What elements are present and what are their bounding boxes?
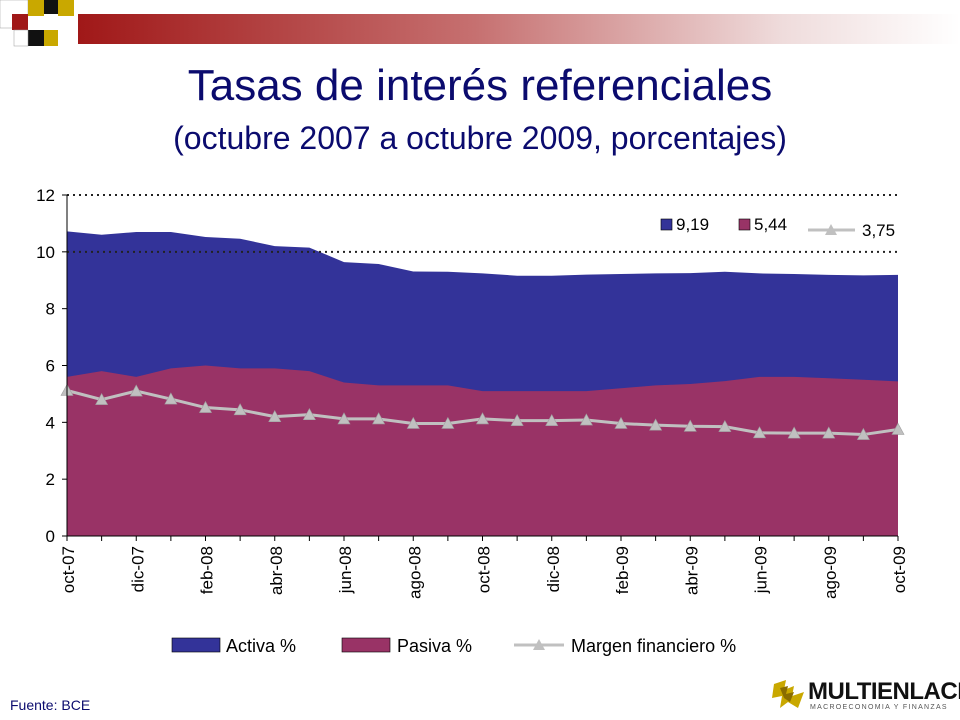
y-tick-label: 4 [46, 413, 55, 432]
multienlace-logo: MULTIENLACE MACROECONOMIA Y FINANZAS [770, 676, 960, 716]
margen-point [337, 412, 351, 425]
x-tick-label: oct-09 [890, 546, 909, 593]
margen-point [614, 416, 628, 429]
margen-point [545, 414, 559, 426]
y-tick-label: 10 [36, 243, 55, 262]
margen-point [198, 400, 213, 413]
x-tick-label: jun-08 [336, 546, 355, 594]
annot-pasiva-swatch [738, 218, 751, 231]
margen-point [891, 422, 905, 435]
margen-point [822, 426, 836, 439]
legend-pasiva-label: Pasiva % [397, 636, 472, 656]
margen-point [406, 416, 420, 429]
legend-pasiva-swatch [341, 637, 391, 653]
interest-rate-chart: 0 2 4 6 8 10 12 oct-07 dic-07 feb-08 abr-08 jun-08 a… [36, 186, 909, 656]
legend-activa-swatch [171, 637, 221, 653]
plot-grid [67, 194, 901, 253]
margen-point [579, 413, 593, 426]
y-tick-label: 12 [36, 186, 55, 205]
source-note: Fuente: BCE [10, 697, 91, 713]
margen-point [718, 419, 732, 432]
annotations: 9,19 5,44 3,75 [660, 215, 895, 240]
x-tick-label: jun-09 [752, 546, 771, 594]
margen-point [233, 403, 247, 416]
x-tick-label: oct-07 [59, 546, 78, 593]
annot-pasiva-value: 5,44 [754, 215, 787, 234]
x-tick-label: abr-08 [267, 546, 286, 595]
series-pasiva-area [67, 365, 898, 536]
margen-point [752, 426, 767, 439]
x-tick-label: dic-08 [544, 546, 563, 592]
y-tick-label: 2 [46, 470, 55, 489]
margen-point [649, 418, 663, 431]
plot-areas [67, 231, 898, 536]
margen-point [95, 392, 109, 405]
margen-point [441, 416, 455, 429]
axis-labels: 0 2 4 6 8 10 12 oct-07 dic-07 feb-08 abr-08 jun-08 a… [36, 186, 909, 599]
legend-margen-marker [533, 639, 545, 650]
legend-activa-label: Activa % [226, 636, 296, 656]
slide-subtitle: (octubre 2007 a octubre 2009, porcentaje… [173, 120, 787, 156]
margen-point [787, 426, 801, 439]
annot-margen-value: 3,75 [862, 221, 895, 240]
x-tick-label: dic-07 [128, 546, 147, 592]
y-tick-label: 0 [46, 527, 55, 546]
annot-activa-value: 9,19 [676, 215, 709, 234]
margen-point [856, 427, 870, 440]
chart-legend: Activa % Pasiva % Margen financiero % [171, 636, 736, 656]
margen-point [372, 412, 386, 425]
margen-point [510, 414, 524, 426]
margen-point [268, 410, 282, 422]
x-tick-label: feb-08 [198, 546, 217, 594]
margen-point [475, 412, 490, 425]
header-gradient-bar [78, 14, 960, 44]
corner-squares-decoration [0, 0, 74, 47]
logo-emblem-icon [772, 680, 804, 708]
x-tick-label: oct-08 [475, 546, 494, 593]
margin-line-group [60, 383, 905, 440]
plot-axes [62, 194, 899, 541]
annot-margen-marker [825, 224, 837, 235]
y-tick-label: 6 [46, 357, 55, 376]
margen-point [164, 392, 178, 405]
x-tick-label: ago-08 [405, 546, 424, 599]
logo-tagline: MACROECONOMIA Y FINANZAS [810, 704, 948, 711]
legend-margen-label: Margen financiero % [571, 636, 736, 656]
margen-point [302, 408, 316, 420]
x-tick-label: ago-09 [821, 546, 840, 599]
margen-point [129, 384, 143, 397]
logo-name: MULTIENLACE [808, 678, 960, 705]
x-tick-label: feb-09 [613, 546, 632, 594]
y-tick-label: 8 [46, 300, 55, 319]
annot-activa-swatch [660, 218, 673, 231]
slide-title: Tasas de interés referenciales [187, 61, 773, 110]
margen-point [683, 419, 697, 432]
x-tick-label: abr-09 [682, 546, 701, 595]
